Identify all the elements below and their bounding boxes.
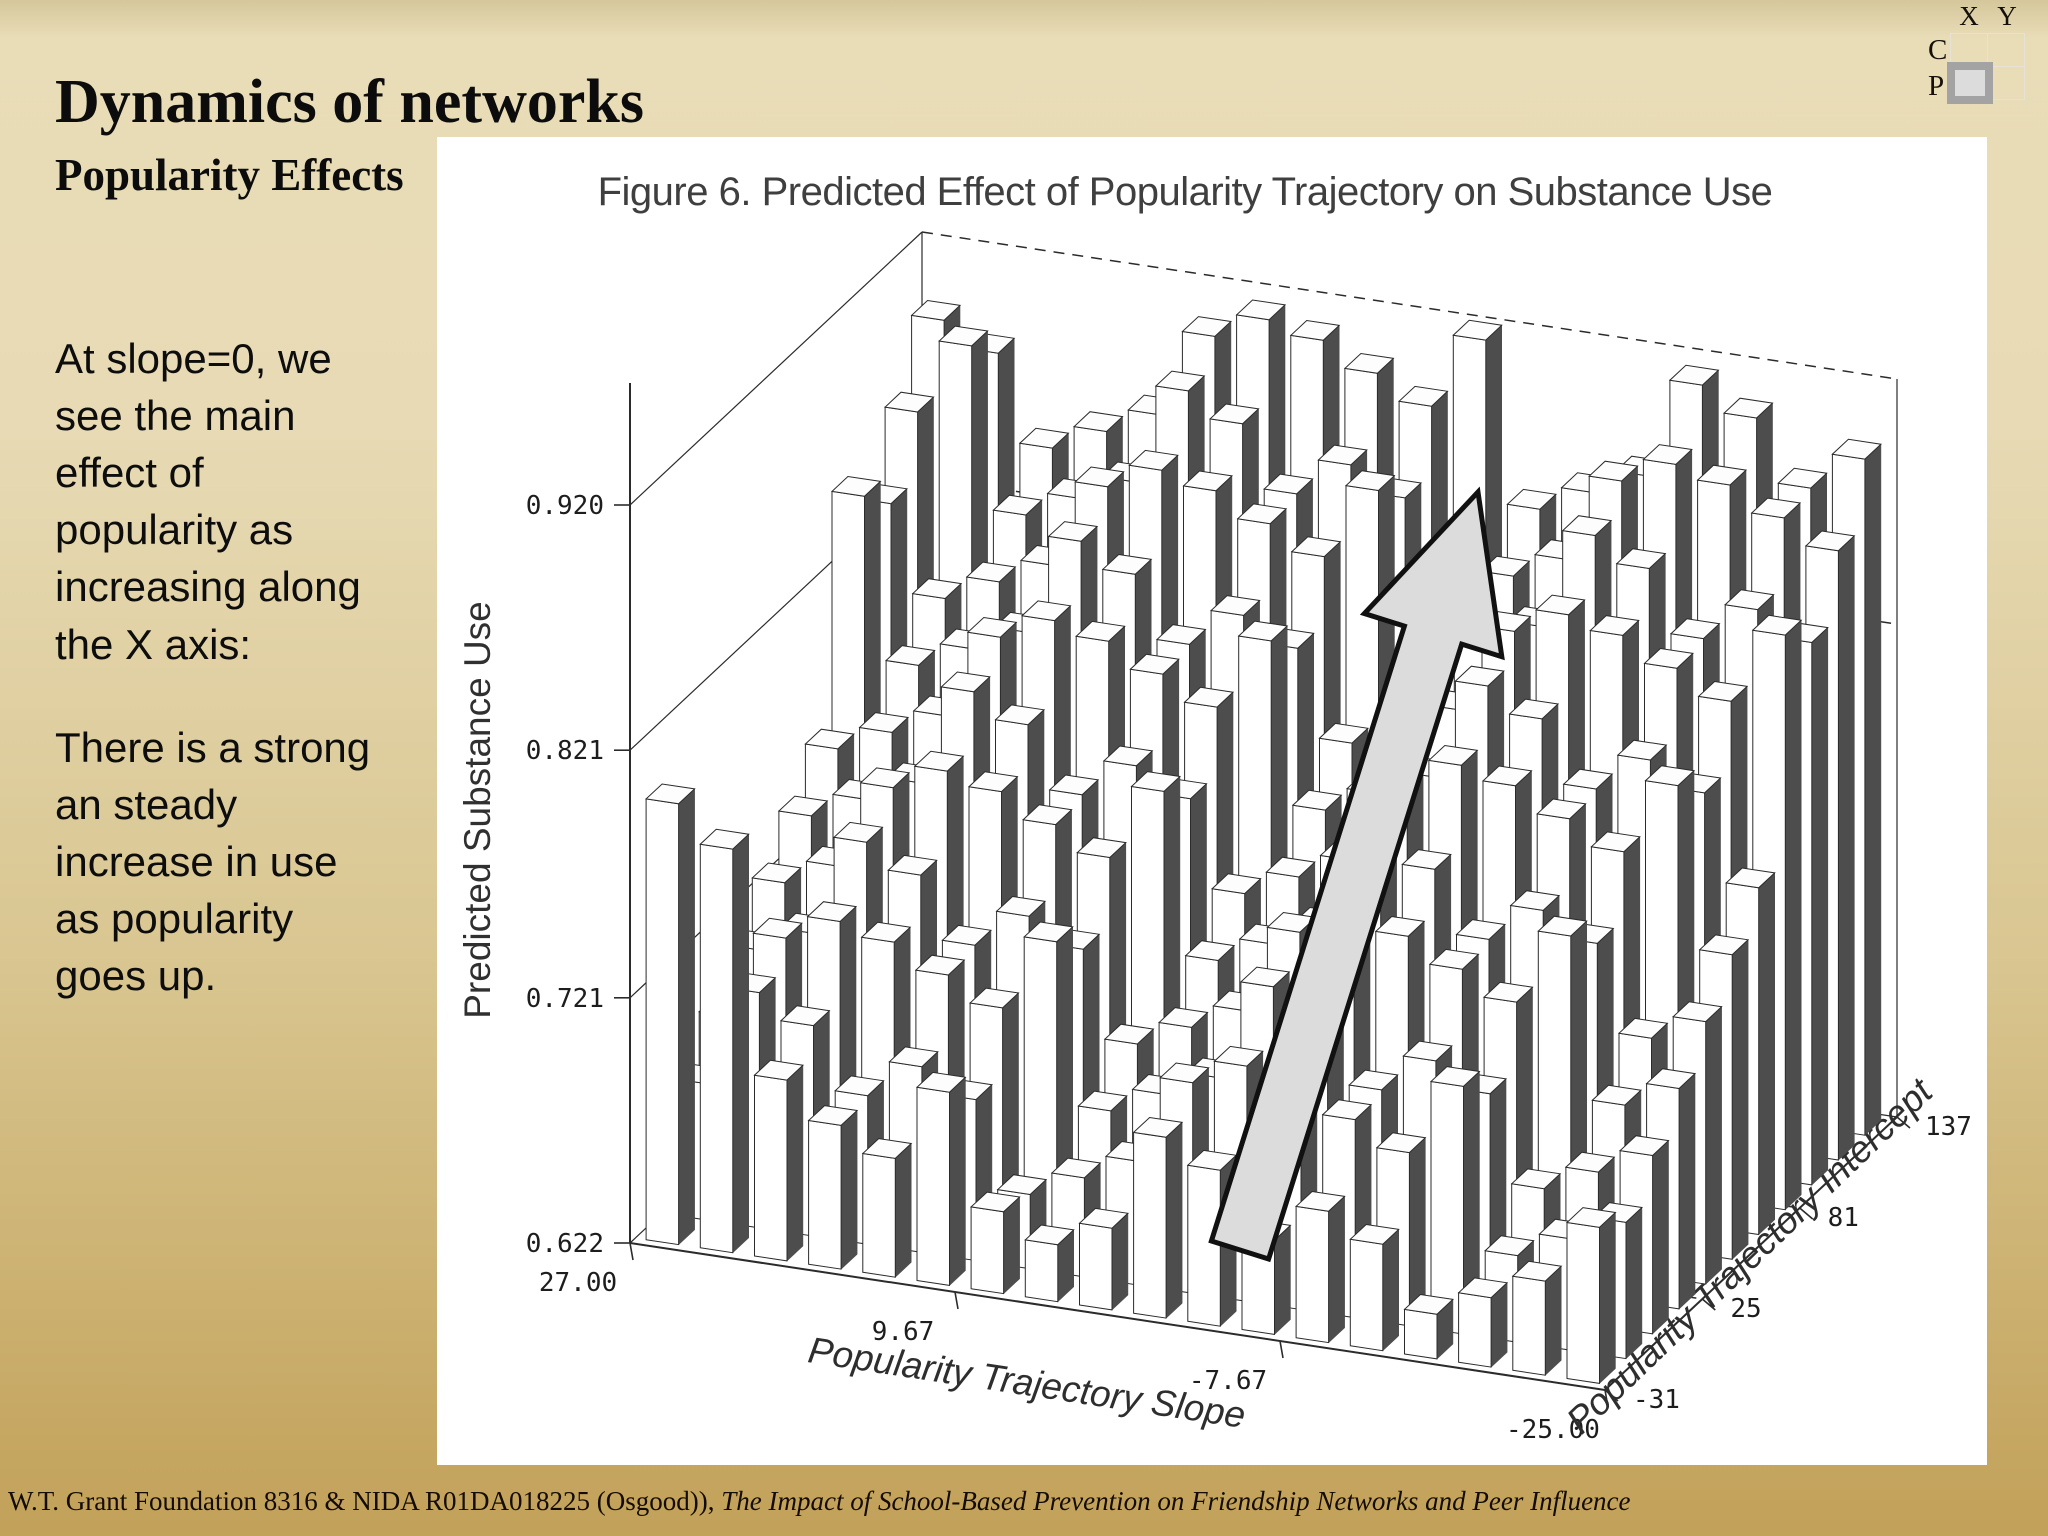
corner-widget-col-y: Y [1997,1,2017,31]
z-tick-label: 0.622 [526,1229,604,1259]
z-tick-label: 0.920 [526,491,604,521]
corner-widget-col-x: X [1959,1,1979,31]
corner-widget-selected-box[interactable] [1947,62,1993,104]
z-axis [614,383,631,1244]
slope-axis: 27.00 9.67 -7.67 -25.00 [539,1242,1609,1445]
corner-widget: X Y C P [1926,2,2044,110]
slide-subtitle: Popularity Effects [55,150,404,201]
footer-project-title: The Impact of School-Based Prevention on… [721,1486,1631,1516]
intercept-tick-label: 81 [1828,1203,1859,1233]
corner-widget-row-c: C [1928,34,1948,66]
intercept-tick-label: 137 [1925,1112,1972,1142]
slope-tick-label: 27.00 [539,1268,617,1298]
footer-credit: W.T. Grant Foundation 8316 & NIDA R01DA0… [8,1486,2008,1517]
intercept-tick-label: -31 [1633,1385,1680,1415]
z-axis-title: Predicted Substance Use [457,601,498,1019]
slope-axis-title: Popularity Trajectory Slope [806,1329,1249,1436]
z-tick-label: 0.821 [526,736,604,766]
figure-chart: Figure 6. Predicted Effect of Popularity… [457,170,1972,1445]
figure-title: Figure 6. Predicted Effect of Popularity… [598,170,1773,214]
corner-widget-grid: X Y C P [1928,2,2026,104]
trend-arrow [1208,486,1505,1263]
slope-tick-label: -7.67 [1189,1366,1267,1396]
corner-widget-row-p: P [1928,70,1945,102]
z-tick-label: 0.721 [526,984,604,1014]
slide-body-text: At slope=0, we see the main effect of po… [55,330,390,1050]
body-paragraph-2: There is a strong an steady increase in … [55,723,371,1000]
slope-tick-label: 9.67 [872,1317,935,1347]
intercept-tick-label: 25 [1730,1294,1761,1324]
figure-panel: Figure 6. Predicted Effect of Popularity… [437,137,1987,1465]
slope-tick-label: -25.00 [1506,1415,1600,1445]
body-paragraph-1: At slope=0, we see the main effect of po… [55,335,361,668]
intercept-axis: -31 25 81 137 [1604,1112,1972,1415]
slide-title: Dynamics of networks [55,67,644,136]
footer-grant-text: W.T. Grant Foundation 8316 & NIDA R01DA0… [8,1486,722,1516]
